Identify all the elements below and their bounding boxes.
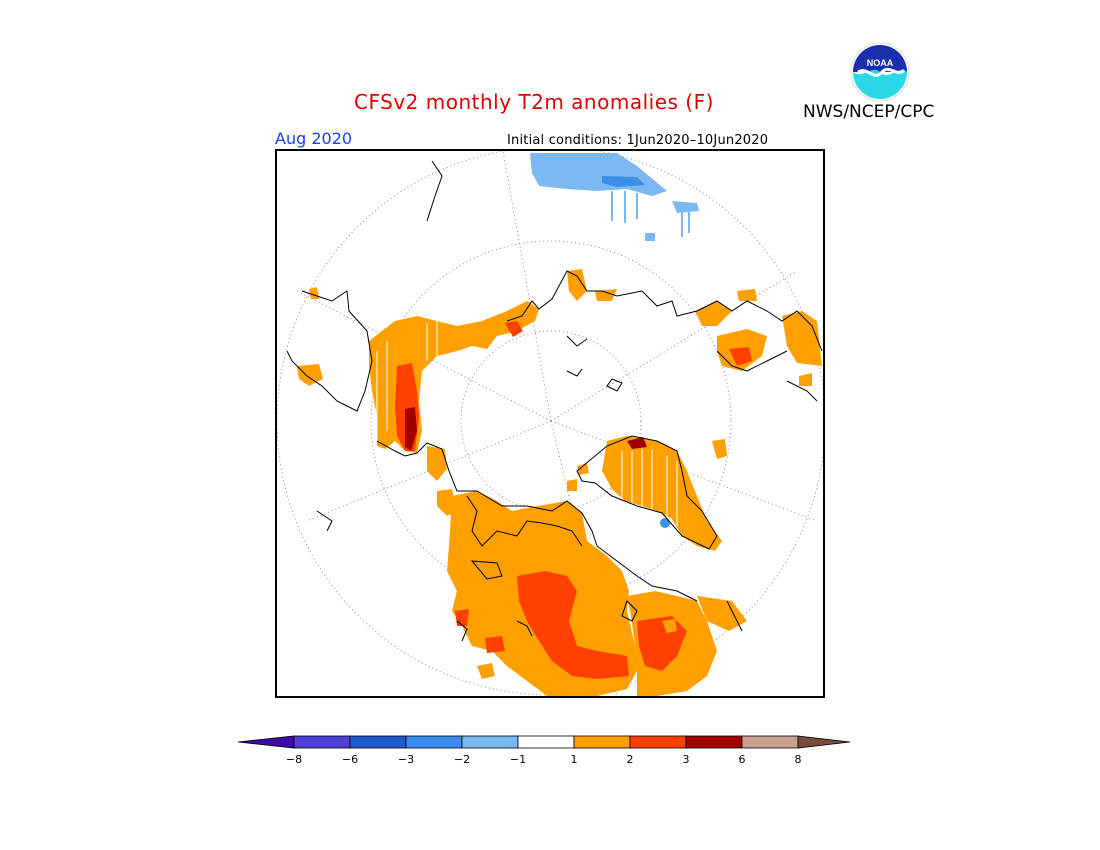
- warm-anomaly-alaska: [297, 269, 617, 481]
- noaa-logo: NOAA: [850, 42, 910, 102]
- logo-text: NOAA: [867, 58, 894, 68]
- polar-map-frame: [275, 149, 825, 698]
- coastlines: [286, 160, 823, 642]
- cold-anomaly-north-pacific: [530, 153, 699, 241]
- colorbar-tick-label: −2: [453, 753, 471, 766]
- polar-stereographic-map: [277, 151, 823, 696]
- colorbar-tick-label: 1: [570, 753, 578, 766]
- colorbar-segment: [405, 735, 463, 749]
- latitude-circle-75: [460, 330, 642, 512]
- colorbar-tick-label: −8: [285, 753, 303, 766]
- colorbar-segment: [238, 735, 295, 749]
- colorbar-segment: [349, 735, 407, 749]
- colorbar-tick-label: 6: [738, 753, 746, 766]
- colorbar-segment: [517, 735, 575, 749]
- colorbar-segment: [629, 735, 687, 749]
- colorbar-tick-label: −3: [397, 753, 415, 766]
- colorbar-segment: [293, 735, 351, 749]
- color-scale-bar: [238, 735, 851, 749]
- colorbar-tick-label: 2: [626, 753, 634, 766]
- colorbar-tick-label: 3: [682, 753, 690, 766]
- warm-anomaly-canada: [437, 436, 727, 551]
- colorbar-tick-label: −1: [509, 753, 527, 766]
- colorbar-segment: [797, 735, 851, 749]
- warm-anomaly-eurasia: [447, 491, 747, 696]
- valid-month-label: Aug 2020: [275, 129, 353, 148]
- colorbar-segment: [741, 735, 799, 749]
- colorbar-tick-label: 8: [794, 753, 802, 766]
- colorbar-segment: [685, 735, 743, 749]
- colorbar-segment: [461, 735, 519, 749]
- colorbar-tick-label: −6: [341, 753, 359, 766]
- chart-title: CFSv2 monthly T2m anomalies (F): [354, 90, 714, 114]
- initial-conditions-label: Initial conditions: 1Jun2020–10Jun2020: [507, 133, 769, 148]
- latitude-circle-60: [370, 240, 732, 602]
- warm-anomaly-north-atlantic: [695, 289, 822, 386]
- colorbar-segment: [573, 735, 631, 749]
- agency-label: NWS/NCEP/CPC: [803, 102, 935, 122]
